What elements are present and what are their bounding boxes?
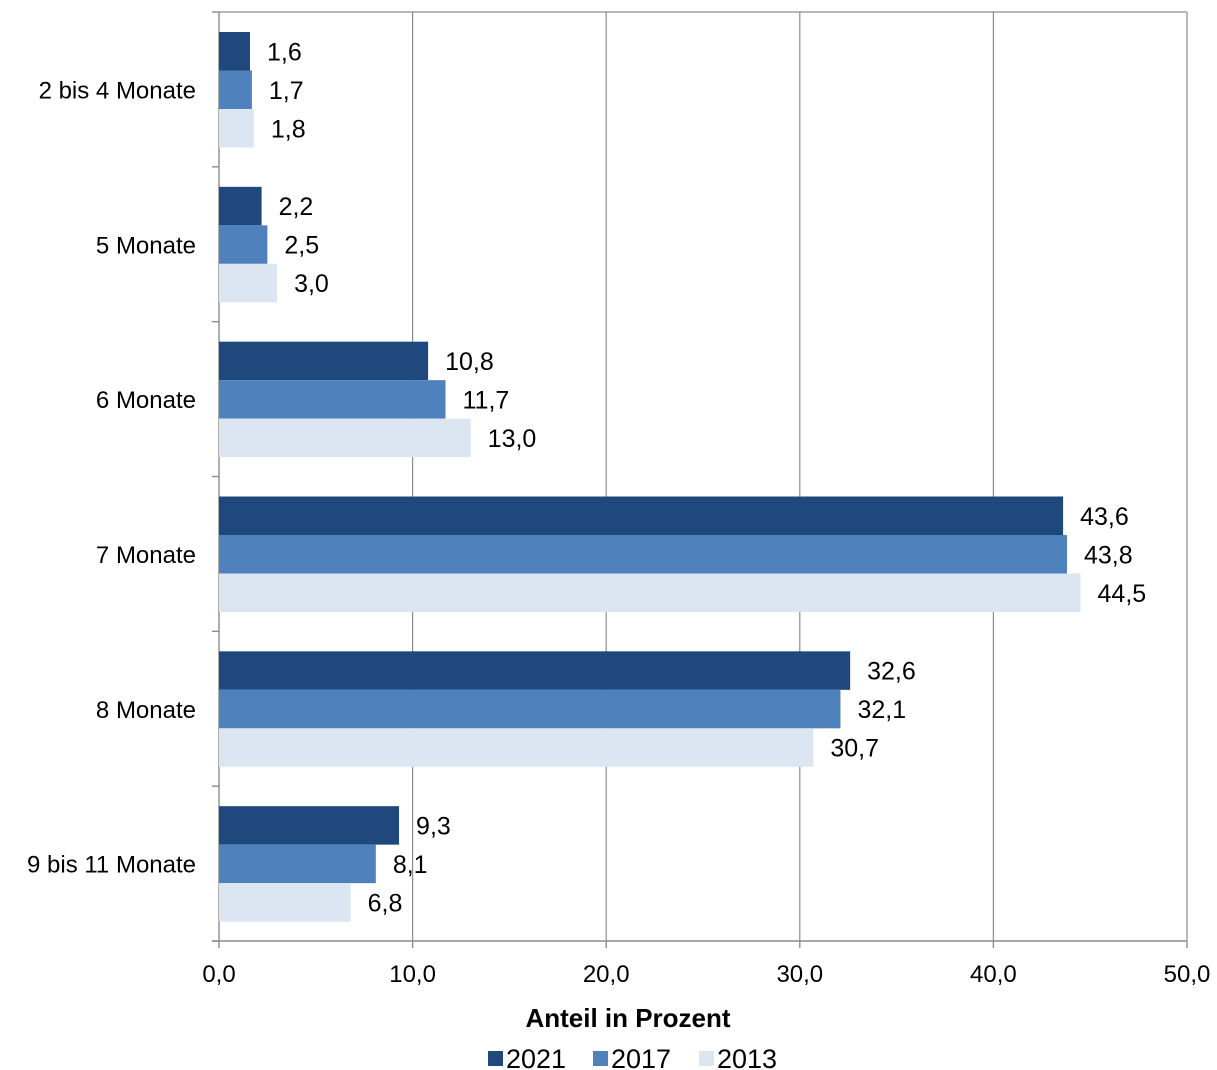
category-label-2: 6 Monate [96,387,196,414]
legend-swatch-2013 [699,1051,714,1066]
bar-2017-2 [219,380,446,419]
bar-2017-4 [219,689,841,729]
data-label-2021-2: 10,8 [445,348,494,376]
data-label-2017-2: 11,7 [463,386,510,414]
x-tick-labels: 0,0 10,0 20,0 30,0 40,0 50,0 [202,961,1210,988]
bar-2013-5 [219,883,351,922]
bar-2021-5 [219,806,400,845]
legend-label-2021: 2021 [506,1044,566,1070]
data-label-2013-5: 6,8 [368,889,403,917]
plot-area [212,11,1188,948]
data-label-2021-4: 32,6 [867,658,916,686]
category-label-0: 2 bis 4 Monate [39,77,196,104]
bar-2021-0 [219,32,250,71]
data-label-2017-4: 32,1 [857,696,906,724]
data-label-2013-1: 3,0 [294,270,329,298]
bar-2021-2 [219,341,429,381]
category-labels: 2 bis 4 Monate 5 Monate 6 Monate 7 Monate 8 … [27,77,196,878]
data-labels: 1,6 1,7 1,8 2,2 2,5 3,0 10,8 11,7 13,0 43,6 43,8 44… [267,38,1146,917]
bar-2021-4 [219,651,851,690]
bar-2013-4 [219,728,814,767]
x-axis-title: Anteil in Prozent [525,1003,730,1033]
x-tick-label-1: 10,0 [389,961,436,988]
data-label-2017-0: 1,7 [269,77,304,105]
legend-swatch-2021 [488,1051,503,1066]
data-label-2017-5: 8,1 [393,851,428,879]
bar-2021-1 [219,186,262,226]
x-tick-label-4: 40,0 [970,961,1017,988]
legend: 2021 2017 2013 [488,1044,777,1070]
bar-2017-3 [219,535,1067,574]
legend-label-2017: 2017 [611,1044,671,1070]
bar-2021-3 [219,496,1064,535]
data-label-2013-3: 44,5 [1098,580,1147,608]
data-label-2013-0: 1,8 [271,115,306,143]
bar-2013-3 [219,573,1081,612]
category-label-3: 7 Monate [96,542,196,569]
data-label-2013-4: 30,7 [830,735,879,763]
bar-2017-0 [219,70,252,109]
data-label-2021-0: 1,6 [267,38,302,66]
data-label-2021-5: 9,3 [416,812,451,840]
legend-label-2013: 2013 [717,1044,777,1070]
data-label-2021-3: 43,6 [1080,503,1129,531]
category-label-1: 5 Monate [96,232,196,259]
bars [219,32,1081,922]
x-tick-label-0: 0,0 [202,961,235,988]
category-label-4: 8 Monate [96,697,196,724]
x-tick-label-5: 50,0 [1164,961,1211,988]
bar-2013-0 [219,109,254,148]
data-label-2021-1: 2,2 [279,193,314,221]
bar-2017-1 [219,225,268,264]
category-label-5: 9 bis 11 Monate [27,852,196,879]
data-label-2013-2: 13,0 [488,425,537,453]
legend-swatch-2017 [593,1051,608,1066]
bar-2013-2 [219,418,471,458]
bar-2013-1 [219,263,278,303]
x-tick-label-2: 20,0 [583,961,630,988]
bar-2017-5 [219,844,376,884]
data-label-2017-3: 43,8 [1084,541,1133,569]
data-label-2017-1: 2,5 [284,232,319,260]
x-tick-label-3: 30,0 [776,961,823,988]
